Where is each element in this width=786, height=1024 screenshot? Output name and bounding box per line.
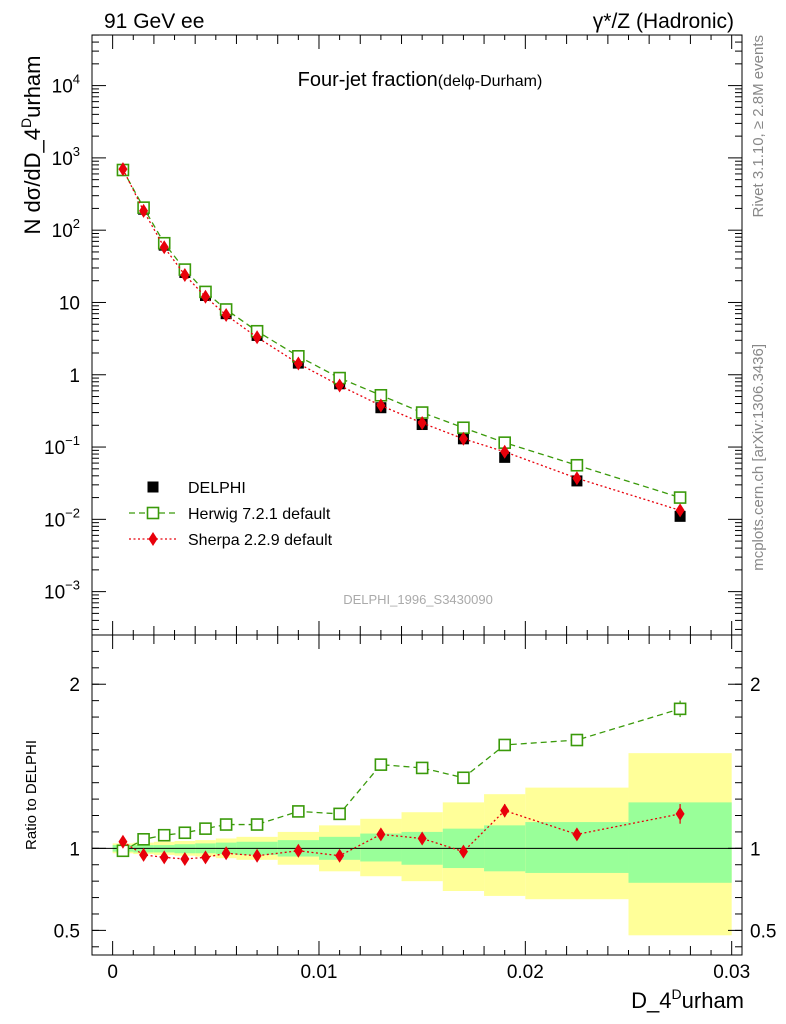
- ratio-series-sherpa-2-2-9-default: [118, 803, 685, 866]
- y-tick-label: 10−1: [44, 433, 80, 459]
- mcplots-reference-label: mcplots.cern.ch [arXiv:1306.3436]: [750, 344, 767, 571]
- y-tick-label: 103: [52, 144, 80, 170]
- ratio-point: [376, 827, 386, 842]
- ratio-panel: 0.5 0.5 1 1 2 2 Ratio to DELPHI: [23, 634, 776, 956]
- series-herwig-7-2-1-default: [116, 163, 687, 504]
- legend-label: Sherpa 2.2.9 default: [188, 532, 333, 549]
- ratio-point: [498, 738, 511, 752]
- ratio-tick-label-left: 0.5: [54, 921, 80, 942]
- data-point: [221, 308, 231, 323]
- y-tick-label: 10: [59, 293, 80, 314]
- ratio-point: [178, 826, 192, 840]
- legend-marker: [146, 506, 160, 520]
- analysis-watermark: DELPHI_1996_S3430090: [343, 592, 493, 607]
- legend-marker: [147, 481, 159, 493]
- legend-label: DELPHI: [188, 480, 246, 497]
- ratio-point: [675, 806, 685, 821]
- data-point: [200, 289, 210, 304]
- y-tick-label: 104: [52, 72, 80, 98]
- series-line: [122, 168, 681, 512]
- data-point: [159, 240, 169, 255]
- x-tick-label: 0: [107, 962, 118, 983]
- ratio-point: [500, 803, 510, 818]
- y-tick-label: 102: [52, 216, 80, 242]
- legend-marker: [148, 532, 158, 546]
- ratio-y-axis-label: Ratio to DELPHI: [23, 740, 40, 850]
- data-point: [673, 491, 687, 504]
- data-point: [417, 416, 427, 431]
- ratio-point: [118, 834, 128, 849]
- series-sherpa-2-2-9-default: [118, 162, 685, 518]
- header-process-label: γ*/Z (Hadronic): [593, 10, 734, 33]
- ratio-point: [139, 847, 149, 862]
- ratio-point: [335, 848, 345, 863]
- ratio-point: [219, 818, 233, 831]
- ratio-point: [252, 848, 262, 863]
- ratio-point: [333, 807, 346, 821]
- ratio-point: [458, 844, 468, 859]
- ratio-point: [137, 833, 150, 846]
- ratio-point: [250, 818, 264, 831]
- data-point: [335, 378, 345, 393]
- ratio-point: [374, 758, 388, 771]
- series-line: [122, 169, 681, 499]
- main-panel: 10−3 10−2 10−1 1 10 102 103 104 Four-jet fracti…: [18, 34, 743, 636]
- data-point: [252, 330, 262, 345]
- x-tick-label: 0.02: [507, 962, 544, 983]
- ratio-tick-label-left: 2: [69, 675, 80, 696]
- x-axis-label: D_4Durham: [631, 986, 744, 1013]
- y-tick-label: 10−2: [44, 505, 80, 531]
- ratio-tick-label-left: 1: [69, 839, 80, 860]
- ratio-frame: [91, 634, 743, 956]
- header-energy-label: 91 GeV ee: [104, 10, 204, 33]
- data-point: [675, 503, 685, 518]
- data-point: [570, 458, 584, 472]
- y-axis-label: N dσ/dD_4Durham: [18, 55, 45, 234]
- data-point: [118, 162, 128, 177]
- x-tick-label: 0.03: [713, 962, 750, 983]
- data-point: [500, 444, 510, 459]
- ratio-tick-label-right: 2: [750, 675, 761, 696]
- ratio-point: [293, 843, 303, 858]
- ratio-point: [292, 805, 305, 818]
- data-point: [458, 431, 468, 446]
- ratio-point: [221, 846, 231, 861]
- data-point: [139, 203, 149, 218]
- ratio-series-herwig-7-2-1-default: [116, 700, 687, 858]
- ratio-point: [572, 827, 582, 842]
- data-point: [180, 267, 190, 282]
- ratio-point: [457, 771, 470, 785]
- ratio-point: [157, 828, 171, 842]
- data-point: [572, 471, 582, 486]
- ratio-point: [570, 733, 584, 747]
- legend-label: Herwig 7.2.1 default: [188, 506, 331, 523]
- ratio-point: [180, 852, 190, 866]
- rivet-version-label: Rivet 3.1.10, ≥ 2.8M events: [750, 35, 767, 218]
- ratio-point: [673, 702, 687, 716]
- ratio-point: [417, 831, 427, 846]
- data-point: [293, 356, 303, 371]
- chart-title: Four-jet fraction(delφ-Durham): [298, 69, 543, 91]
- ratio-tick-label-right: 0.5: [750, 921, 776, 942]
- ratio-point: [199, 822, 212, 835]
- ratio-point: [200, 850, 210, 865]
- data-point: [457, 421, 470, 435]
- y-tick-label: 10−3: [44, 578, 80, 604]
- legend: DELPHI Herwig 7.2.1 default Sherpa 2.2.9 d…: [129, 480, 333, 549]
- ratio-tick-label-right: 1: [750, 839, 761, 860]
- series-delphi: [117, 164, 686, 522]
- x-tick-label: 0.01: [300, 962, 337, 983]
- ratio-point: [415, 761, 429, 775]
- y-tick-label: 1: [69, 366, 80, 387]
- data-point: [376, 398, 386, 413]
- ratio-point: [159, 850, 169, 865]
